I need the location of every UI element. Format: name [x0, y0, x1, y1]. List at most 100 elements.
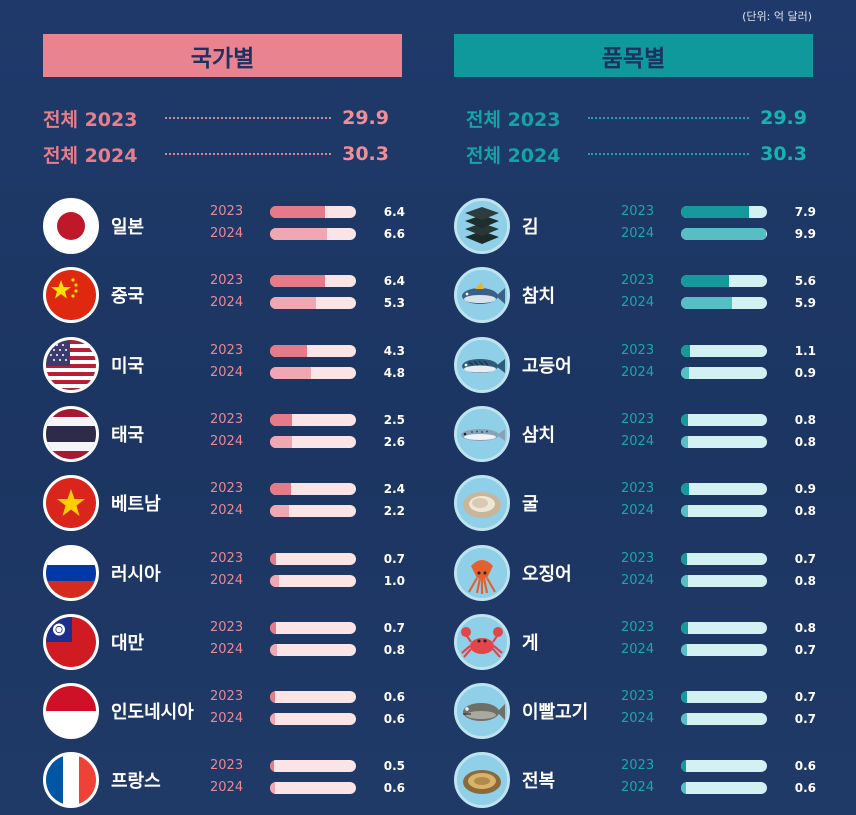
bar-2023 — [681, 691, 687, 704]
year-label: 2024 — [621, 364, 655, 380]
year-label: 2023 — [621, 481, 655, 497]
france-flag-icon — [43, 752, 99, 809]
value-label: 0.8 — [794, 620, 816, 635]
squid-icon — [454, 544, 510, 601]
year-label: 2024 — [210, 433, 244, 449]
bar-track — [270, 713, 356, 726]
bar-2023 — [681, 206, 749, 218]
value-label: 2.4 — [383, 482, 405, 497]
bar-track — [681, 344, 767, 357]
bar-2023 — [270, 483, 291, 496]
value-label: 2.2 — [383, 504, 405, 519]
bar-2023 — [270, 206, 325, 218]
dotted-leader — [588, 117, 749, 119]
bar-track — [270, 483, 356, 496]
bar-2024 — [681, 782, 686, 795]
value-label: 6.6 — [383, 227, 405, 241]
bar-track — [681, 691, 767, 704]
value-label: 0.6 — [383, 690, 405, 705]
toothfish-icon — [454, 683, 510, 740]
item-section-header: 품목별 — [454, 34, 813, 77]
country-row: 인도네시아 2023 0.6 2024 0.6 — [43, 680, 413, 746]
bar-2023 — [681, 483, 689, 496]
bar-2024 — [681, 574, 688, 587]
thailand-flag-icon — [43, 405, 99, 462]
japan-flag-icon — [43, 198, 99, 254]
year-label: 2023 — [621, 619, 655, 635]
total-value: 29.9 — [342, 107, 389, 129]
country-row: 중국 2023 6.4 2024 5.3 — [43, 264, 413, 330]
bar-2024 — [270, 297, 316, 310]
value-label: 9.9 — [794, 227, 816, 241]
bar-2024 — [270, 713, 275, 726]
value-label: 0.7 — [794, 712, 816, 727]
value-label: 0.8 — [794, 434, 816, 449]
russia-flag-icon — [43, 544, 99, 601]
year-label: 2023 — [621, 342, 655, 358]
bar-2023 — [681, 413, 688, 426]
dotted-leader — [588, 153, 749, 155]
spanish-mackerel-icon — [454, 405, 510, 462]
value-label: 0.9 — [794, 365, 816, 380]
year-label: 2024 — [621, 295, 655, 311]
bar-track — [270, 413, 356, 426]
bar-track — [681, 206, 767, 218]
year-label: 2024 — [210, 780, 244, 796]
bar-track — [681, 643, 767, 656]
oyster-icon — [454, 475, 510, 532]
bar-track — [681, 621, 767, 634]
bar-2024 — [681, 505, 688, 518]
category-label: 게 — [522, 632, 539, 654]
category-label: 러시아 — [111, 563, 161, 585]
value-label: 5.9 — [794, 296, 816, 311]
bar-2023 — [681, 621, 688, 634]
year-label: 2024 — [210, 503, 244, 519]
bar-track — [681, 297, 767, 310]
bar-2024 — [681, 643, 687, 656]
bar-track — [681, 552, 767, 565]
category-label: 오징어 — [522, 563, 572, 585]
bar-track — [681, 275, 767, 288]
value-label: 6.4 — [383, 205, 405, 219]
category-label: 중국 — [111, 286, 145, 308]
bar-2023 — [681, 760, 686, 773]
bar-track — [270, 435, 356, 448]
country-row: 베트남 2023 2.4 2024 2.2 — [43, 472, 413, 538]
country-row: 일본 2023 6.4 2024 6.6 — [43, 195, 413, 261]
year-label: 2023 — [210, 550, 244, 566]
year-label: 2024 — [210, 711, 244, 727]
category-label: 미국 — [111, 355, 145, 377]
category-label: 인도네시아 — [111, 702, 194, 724]
year-label: 2023 — [210, 689, 244, 705]
value-label: 0.6 — [383, 781, 405, 796]
item-row: 굴 2023 0.9 2024 0.8 — [454, 472, 824, 538]
bar-2024 — [270, 643, 277, 656]
dotted-leader — [165, 153, 331, 155]
value-label: 4.3 — [383, 343, 405, 358]
value-label: 2.6 — [383, 434, 405, 449]
total-label: 전체 2024 — [466, 144, 561, 167]
bar-2024 — [270, 782, 275, 795]
bar-track — [270, 691, 356, 704]
bar-track — [681, 713, 767, 726]
category-label: 전복 — [522, 771, 556, 793]
bar-2023 — [270, 275, 325, 288]
bar-track — [681, 483, 767, 496]
item-row: 오징어 2023 0.7 2024 0.8 — [454, 542, 824, 608]
item-total-2023: 전체 2023 29.9 — [466, 104, 807, 132]
bar-track — [681, 782, 767, 795]
country-row: 미국 2023 4.3 2024 4.8 — [43, 334, 413, 400]
bar-2023 — [681, 275, 729, 288]
bar-2024 — [681, 713, 687, 726]
category-label: 고등어 — [522, 355, 572, 377]
bar-track — [270, 621, 356, 634]
value-label: 7.9 — [794, 205, 816, 219]
bar-2024 — [681, 366, 689, 379]
value-label: 0.7 — [794, 551, 816, 566]
year-label: 2023 — [210, 758, 244, 774]
value-label: 0.8 — [794, 573, 816, 588]
bar-track — [270, 760, 356, 773]
year-label: 2024 — [210, 295, 244, 311]
year-label: 2023 — [621, 411, 655, 427]
value-label: 0.6 — [794, 781, 816, 796]
